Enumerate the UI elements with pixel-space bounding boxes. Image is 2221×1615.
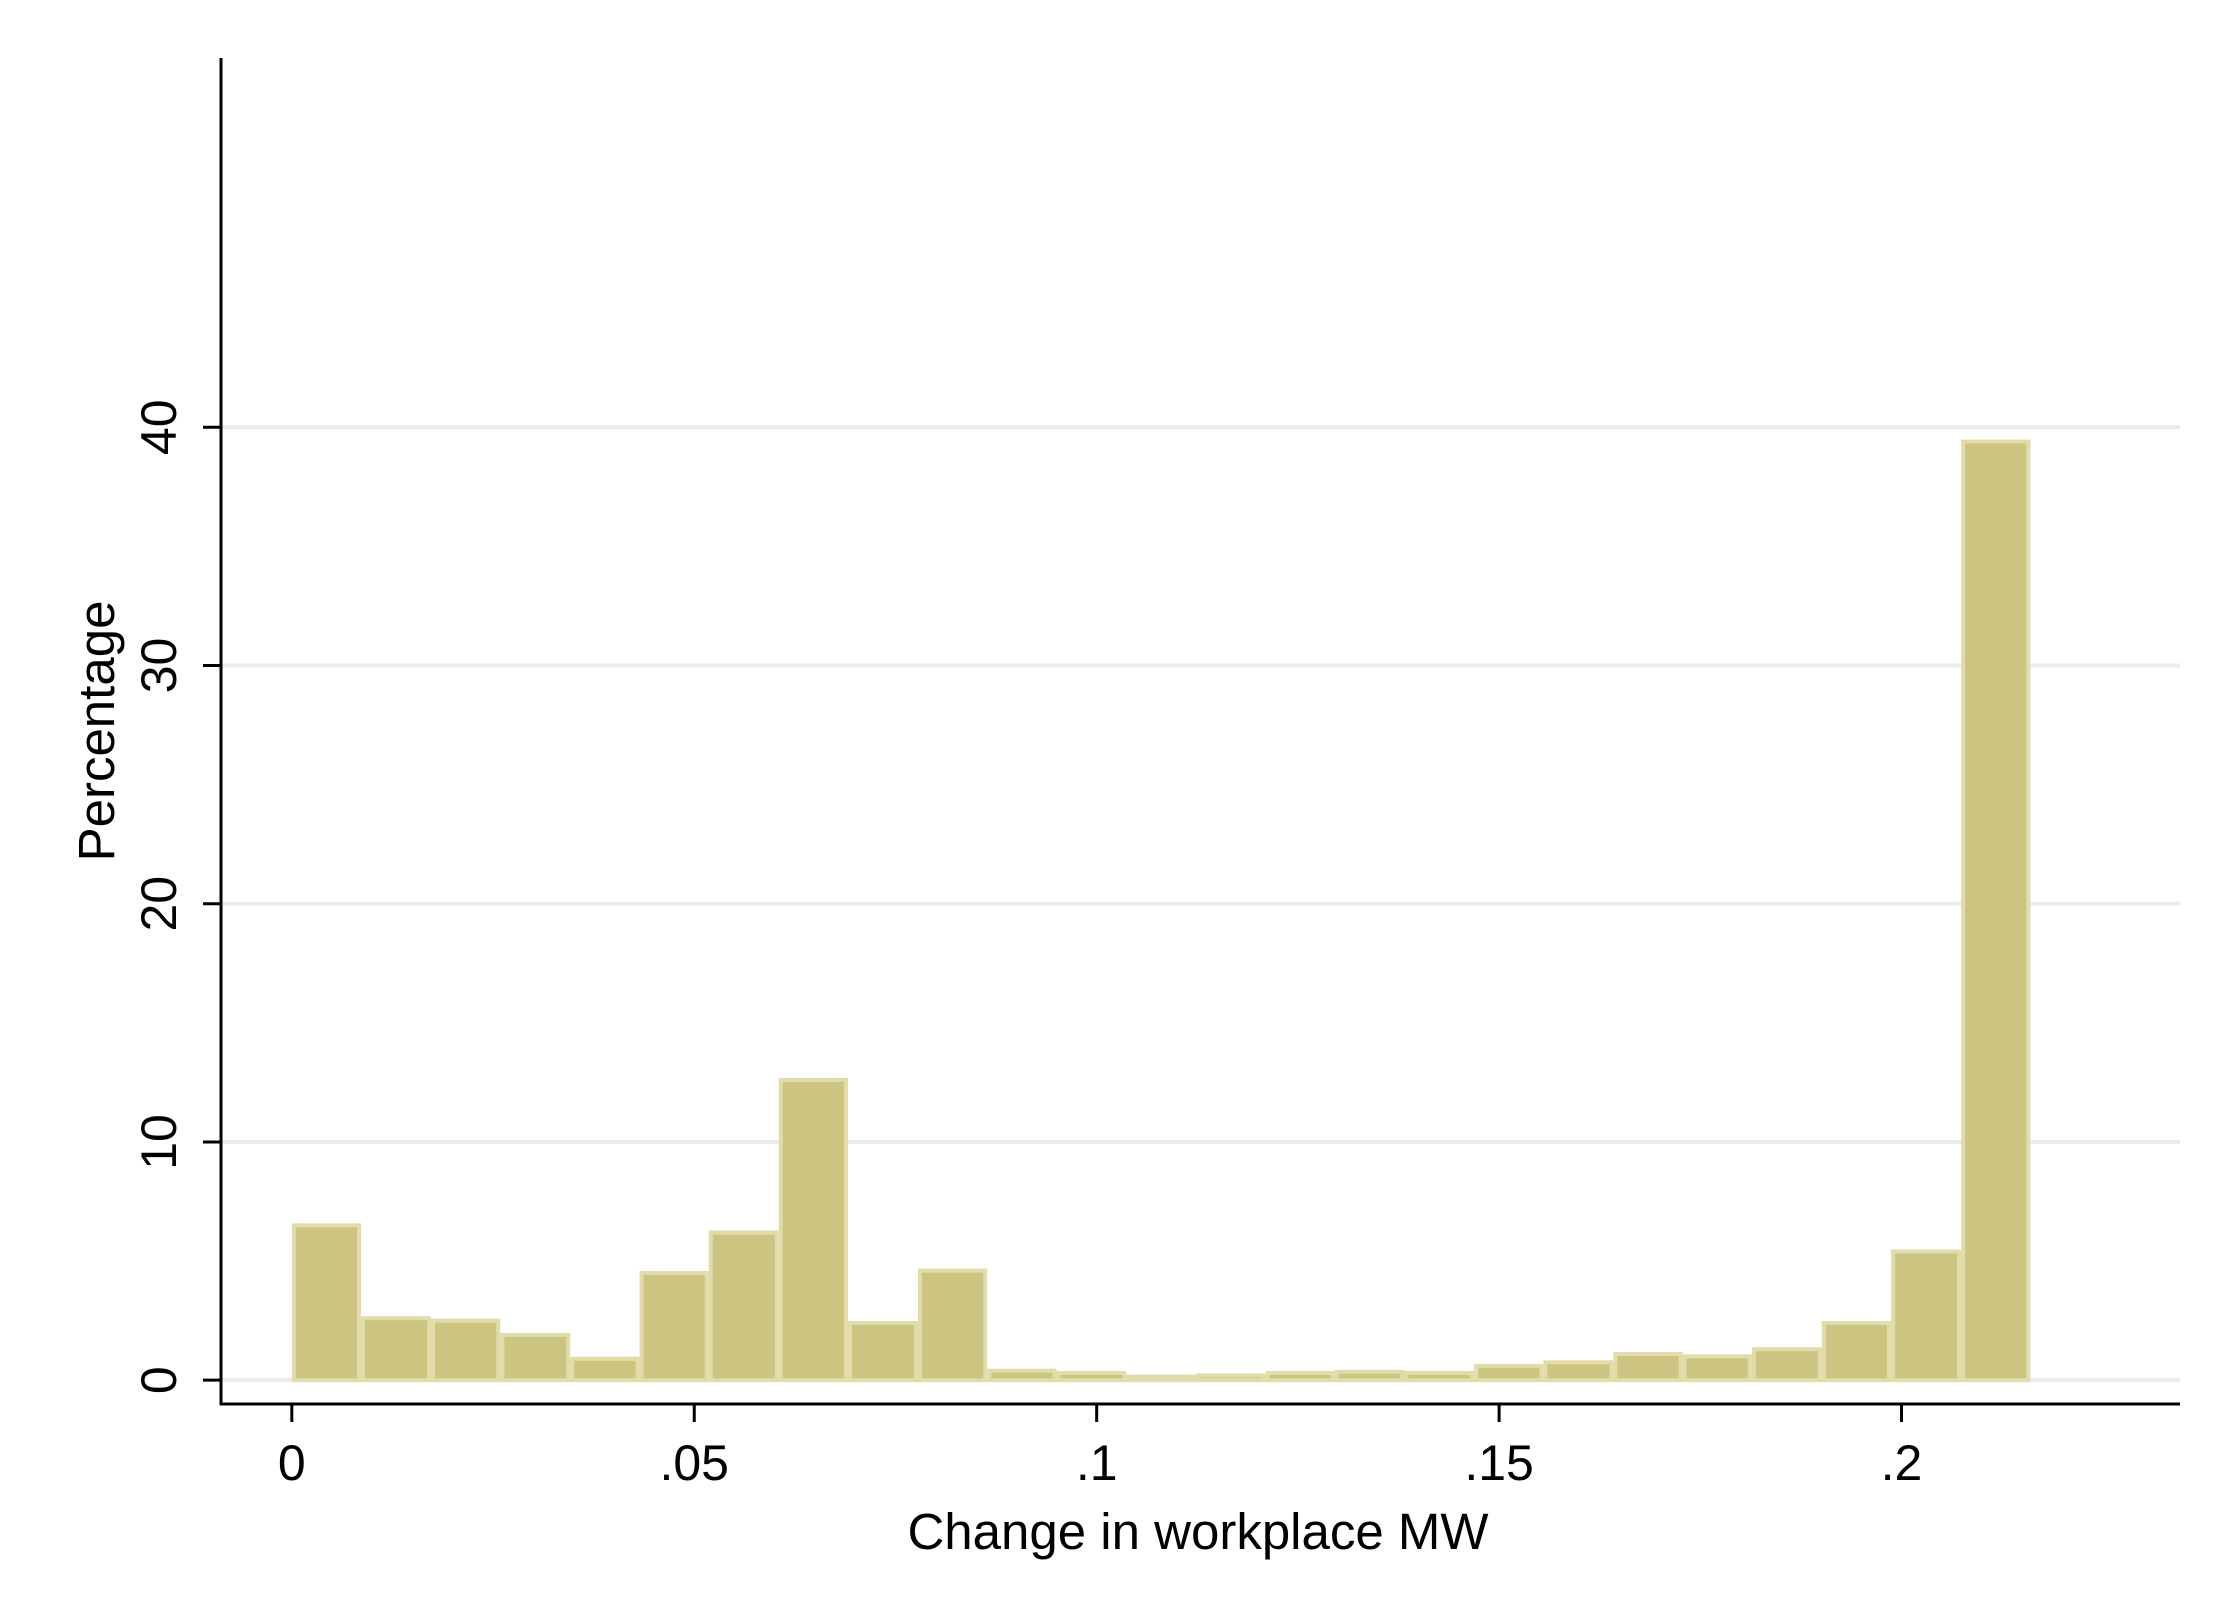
y-axis-ticks: 0 10 20 30 40 <box>131 399 221 1394</box>
histogram-bar <box>1126 1374 1196 1383</box>
x-axis-ticks: 0 .05 .1 .15 .2 <box>278 1404 1922 1491</box>
histogram-bar <box>361 1316 432 1383</box>
histogram-bar <box>1751 1347 1822 1383</box>
y-axis-title: Percentage <box>68 601 125 862</box>
histogram-bar <box>639 1270 709 1383</box>
histogram-bar <box>1613 1351 1683 1383</box>
histogram-bar <box>1891 1249 1962 1383</box>
x-tick-label: .2 <box>1881 1435 1923 1491</box>
histogram-bar <box>1195 1373 1266 1383</box>
histogram-bar <box>1265 1371 1335 1383</box>
x-tick-label: .15 <box>1464 1435 1534 1491</box>
histogram-bar <box>917 1268 988 1383</box>
y-tick-label: 40 <box>131 399 187 455</box>
histogram-bar <box>1961 439 2031 1383</box>
histogram-bar <box>1334 1369 1405 1383</box>
y-tick-label: 30 <box>131 638 187 694</box>
x-tick-label: .1 <box>1076 1435 1118 1491</box>
x-axis-title: Change in workplace MW <box>907 1503 1488 1560</box>
histogram-bar <box>778 1078 848 1383</box>
gridlines <box>222 425 2180 1383</box>
histogram-bar <box>1404 1371 1475 1383</box>
axes <box>219 58 2180 1406</box>
histogram-bar <box>1056 1371 1127 1383</box>
histogram-bar <box>291 1223 362 1383</box>
histogram-bar <box>1821 1321 1892 1383</box>
y-tick-label: 10 <box>131 1114 187 1170</box>
histogram-bar <box>1682 1354 1752 1383</box>
histogram-bar <box>500 1332 571 1383</box>
histogram-bar <box>1543 1360 1614 1383</box>
histogram-bar <box>987 1368 1057 1383</box>
histogram-bar <box>847 1321 918 1383</box>
y-tick-label: 20 <box>131 876 187 932</box>
x-tick-label: 0 <box>278 1435 306 1491</box>
histogram-bar <box>708 1230 779 1383</box>
histogram-bar <box>1474 1363 1544 1383</box>
x-tick-label: .05 <box>659 1435 729 1491</box>
histogram-bars <box>291 439 2031 1383</box>
histogram-bar <box>570 1356 640 1383</box>
histogram-bar <box>431 1318 501 1383</box>
y-tick-label: 0 <box>131 1366 187 1394</box>
